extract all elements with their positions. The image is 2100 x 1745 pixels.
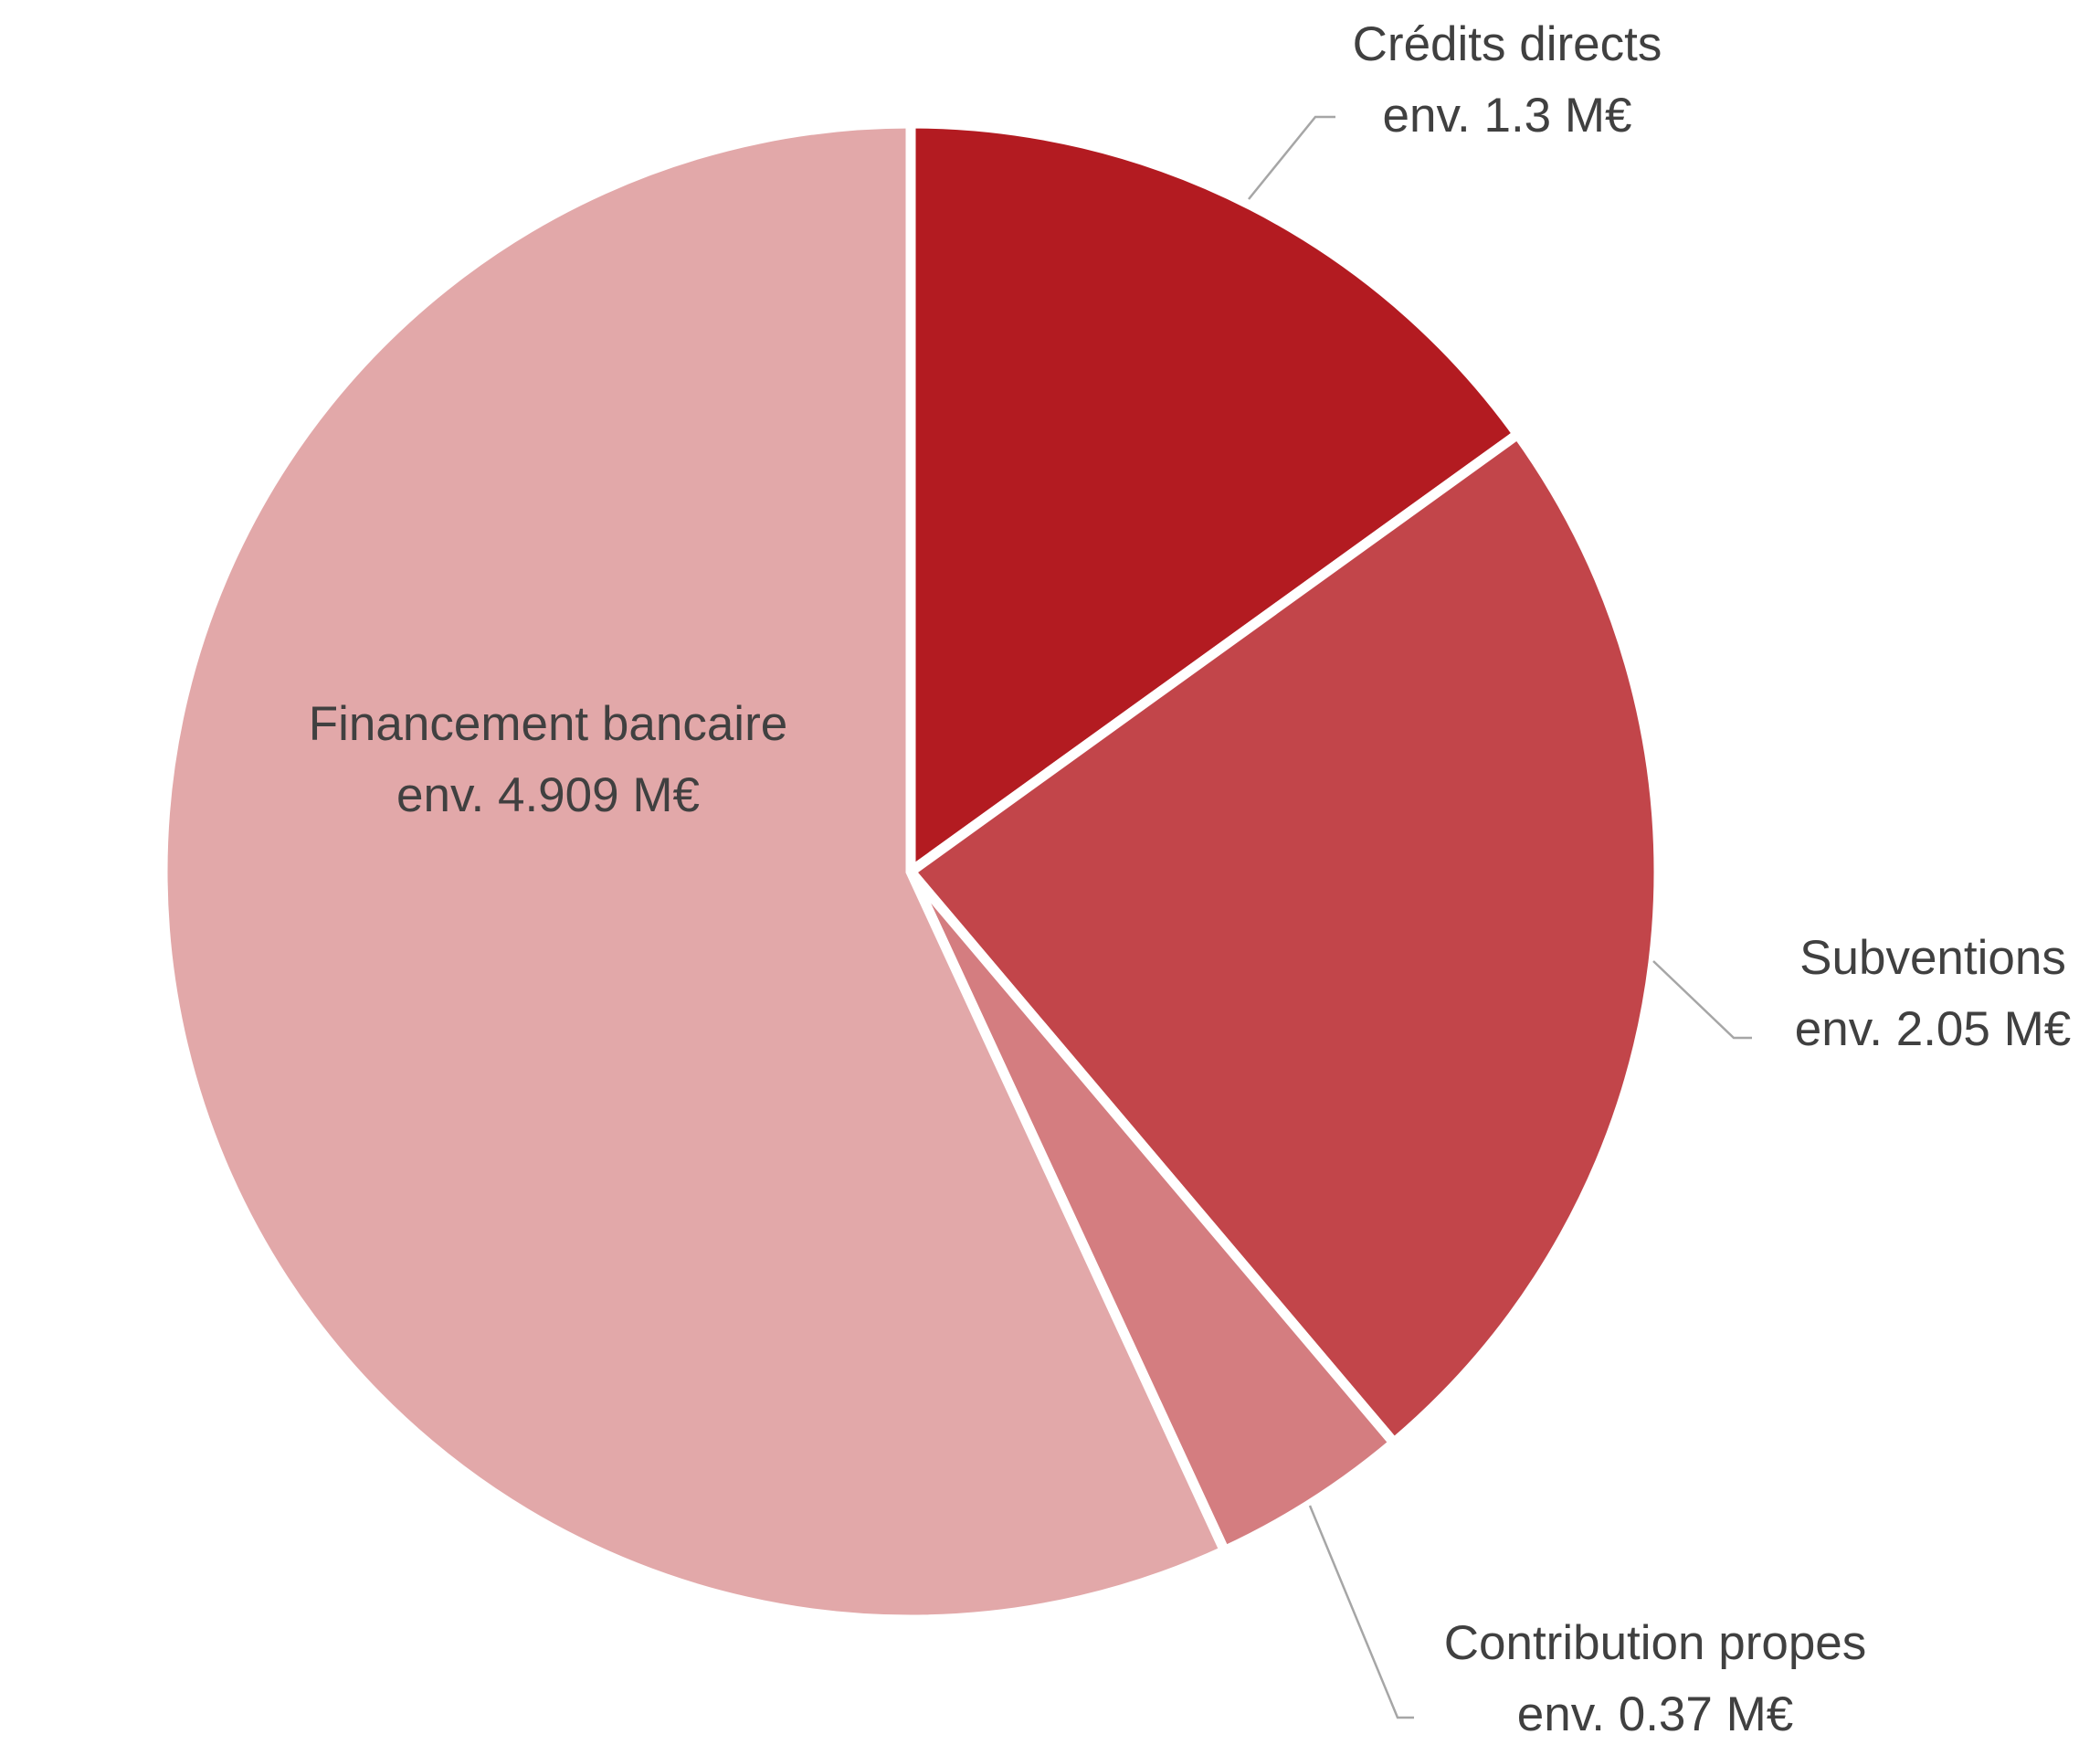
pie-slices	[157, 118, 1664, 1625]
leader-line-contribution	[1308, 1505, 1414, 1719]
slice-value-credits: env. 1.3 M€	[1383, 89, 1632, 143]
slice-subventions	[902, 427, 1664, 1450]
slice-credits-directs	[905, 118, 1525, 882]
slice-value-subventions: env. 2.05 M€	[1795, 1002, 2071, 1056]
leader-line-credits	[1248, 115, 1335, 200]
slice-label-subventions: Subventions	[1799, 931, 2066, 985]
slice-label-credits: Crédits directs	[1353, 17, 1662, 71]
slice-financement-bancaire	[157, 118, 1231, 1625]
slice-contribution-propes	[906, 868, 1401, 1558]
slice-value-financement: env. 4.909 M€	[396, 768, 700, 822]
slice-label-contribution: Contribution propes	[1444, 1616, 1867, 1670]
slice-label-financement: Financement bancaire	[309, 697, 787, 751]
leader-line-subventions	[1652, 960, 1752, 1040]
slice-value-contribution: env. 0.37 M€	[1517, 1687, 1793, 1741]
